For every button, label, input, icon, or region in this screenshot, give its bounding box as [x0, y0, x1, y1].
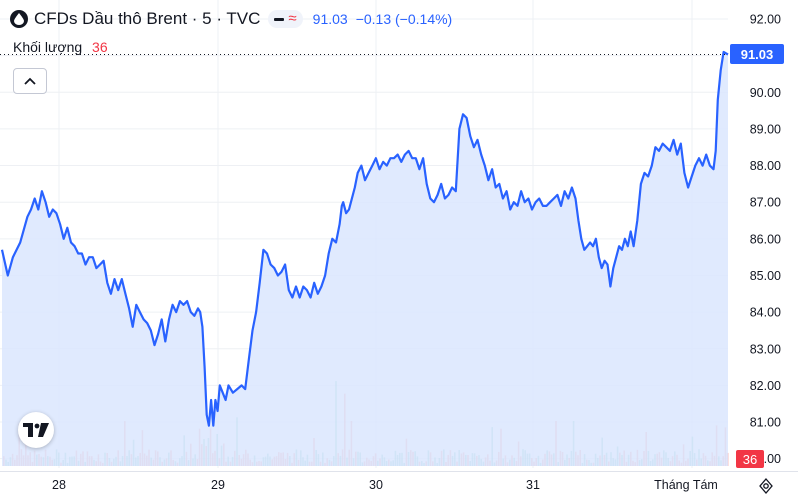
chevron-up-icon — [24, 77, 36, 85]
y-axis: 92.0091.0090.0089.0088.0087.0086.0085.00… — [750, 12, 781, 466]
collapse-legend-button[interactable] — [13, 68, 47, 94]
x-tick-label: Tháng Tám — [654, 478, 718, 492]
y-tick-label: 83.00 — [750, 342, 781, 356]
y-tick-label: 92.00 — [750, 12, 781, 26]
volume-value: 36 — [92, 39, 108, 55]
volume-legend: Khối lượng 36 — [13, 39, 108, 55]
oil-drop-icon — [10, 10, 28, 28]
y-tick-label: 87.00 — [750, 196, 781, 210]
symbol-title[interactable]: CFDs Dầu thô Brent · 5 · TVC — [34, 9, 261, 28]
y-tick-label: 88.00 — [750, 159, 781, 173]
y-tick-label: 84.00 — [750, 306, 781, 320]
x-axis: 28 29 30 31 Tháng Tám — [52, 478, 718, 492]
series-style-pill[interactable]: ≈ — [268, 10, 303, 28]
y-tick-label: 82.00 — [750, 379, 781, 393]
y-tick-label: 90.00 — [750, 86, 781, 100]
y-tick-label: 85.00 — [750, 269, 781, 283]
price-change: −0.13 (−0.14%) — [355, 11, 453, 27]
x-tick-label: 28 — [52, 478, 66, 492]
y-tick-label: 81.00 — [750, 416, 781, 430]
last-volume-tag: 36 — [736, 450, 764, 468]
tradingview-logo-icon[interactable] — [18, 412, 54, 448]
x-tick-label: 30 — [369, 478, 383, 492]
last-price: 91.03 — [312, 11, 348, 27]
wave-icon: ≈ — [288, 10, 297, 27]
y-tick-label: 86.00 — [750, 232, 781, 246]
chart-header: CFDs Dầu thô Brent · 5 · TVC ≈ 91.03 −0.… — [10, 8, 452, 30]
x-tick-label: 29 — [211, 478, 225, 492]
price-line — [0, 50, 729, 427]
minus-icon — [274, 17, 285, 21]
x-tick-label: 31 — [526, 478, 540, 492]
y-tick-label: 89.00 — [750, 122, 781, 136]
last-price-tag: 91.03 — [730, 44, 784, 64]
price-area — [2, 52, 728, 466]
volume-label: Khối lượng — [13, 39, 83, 55]
gear-icon[interactable] — [756, 476, 776, 496]
